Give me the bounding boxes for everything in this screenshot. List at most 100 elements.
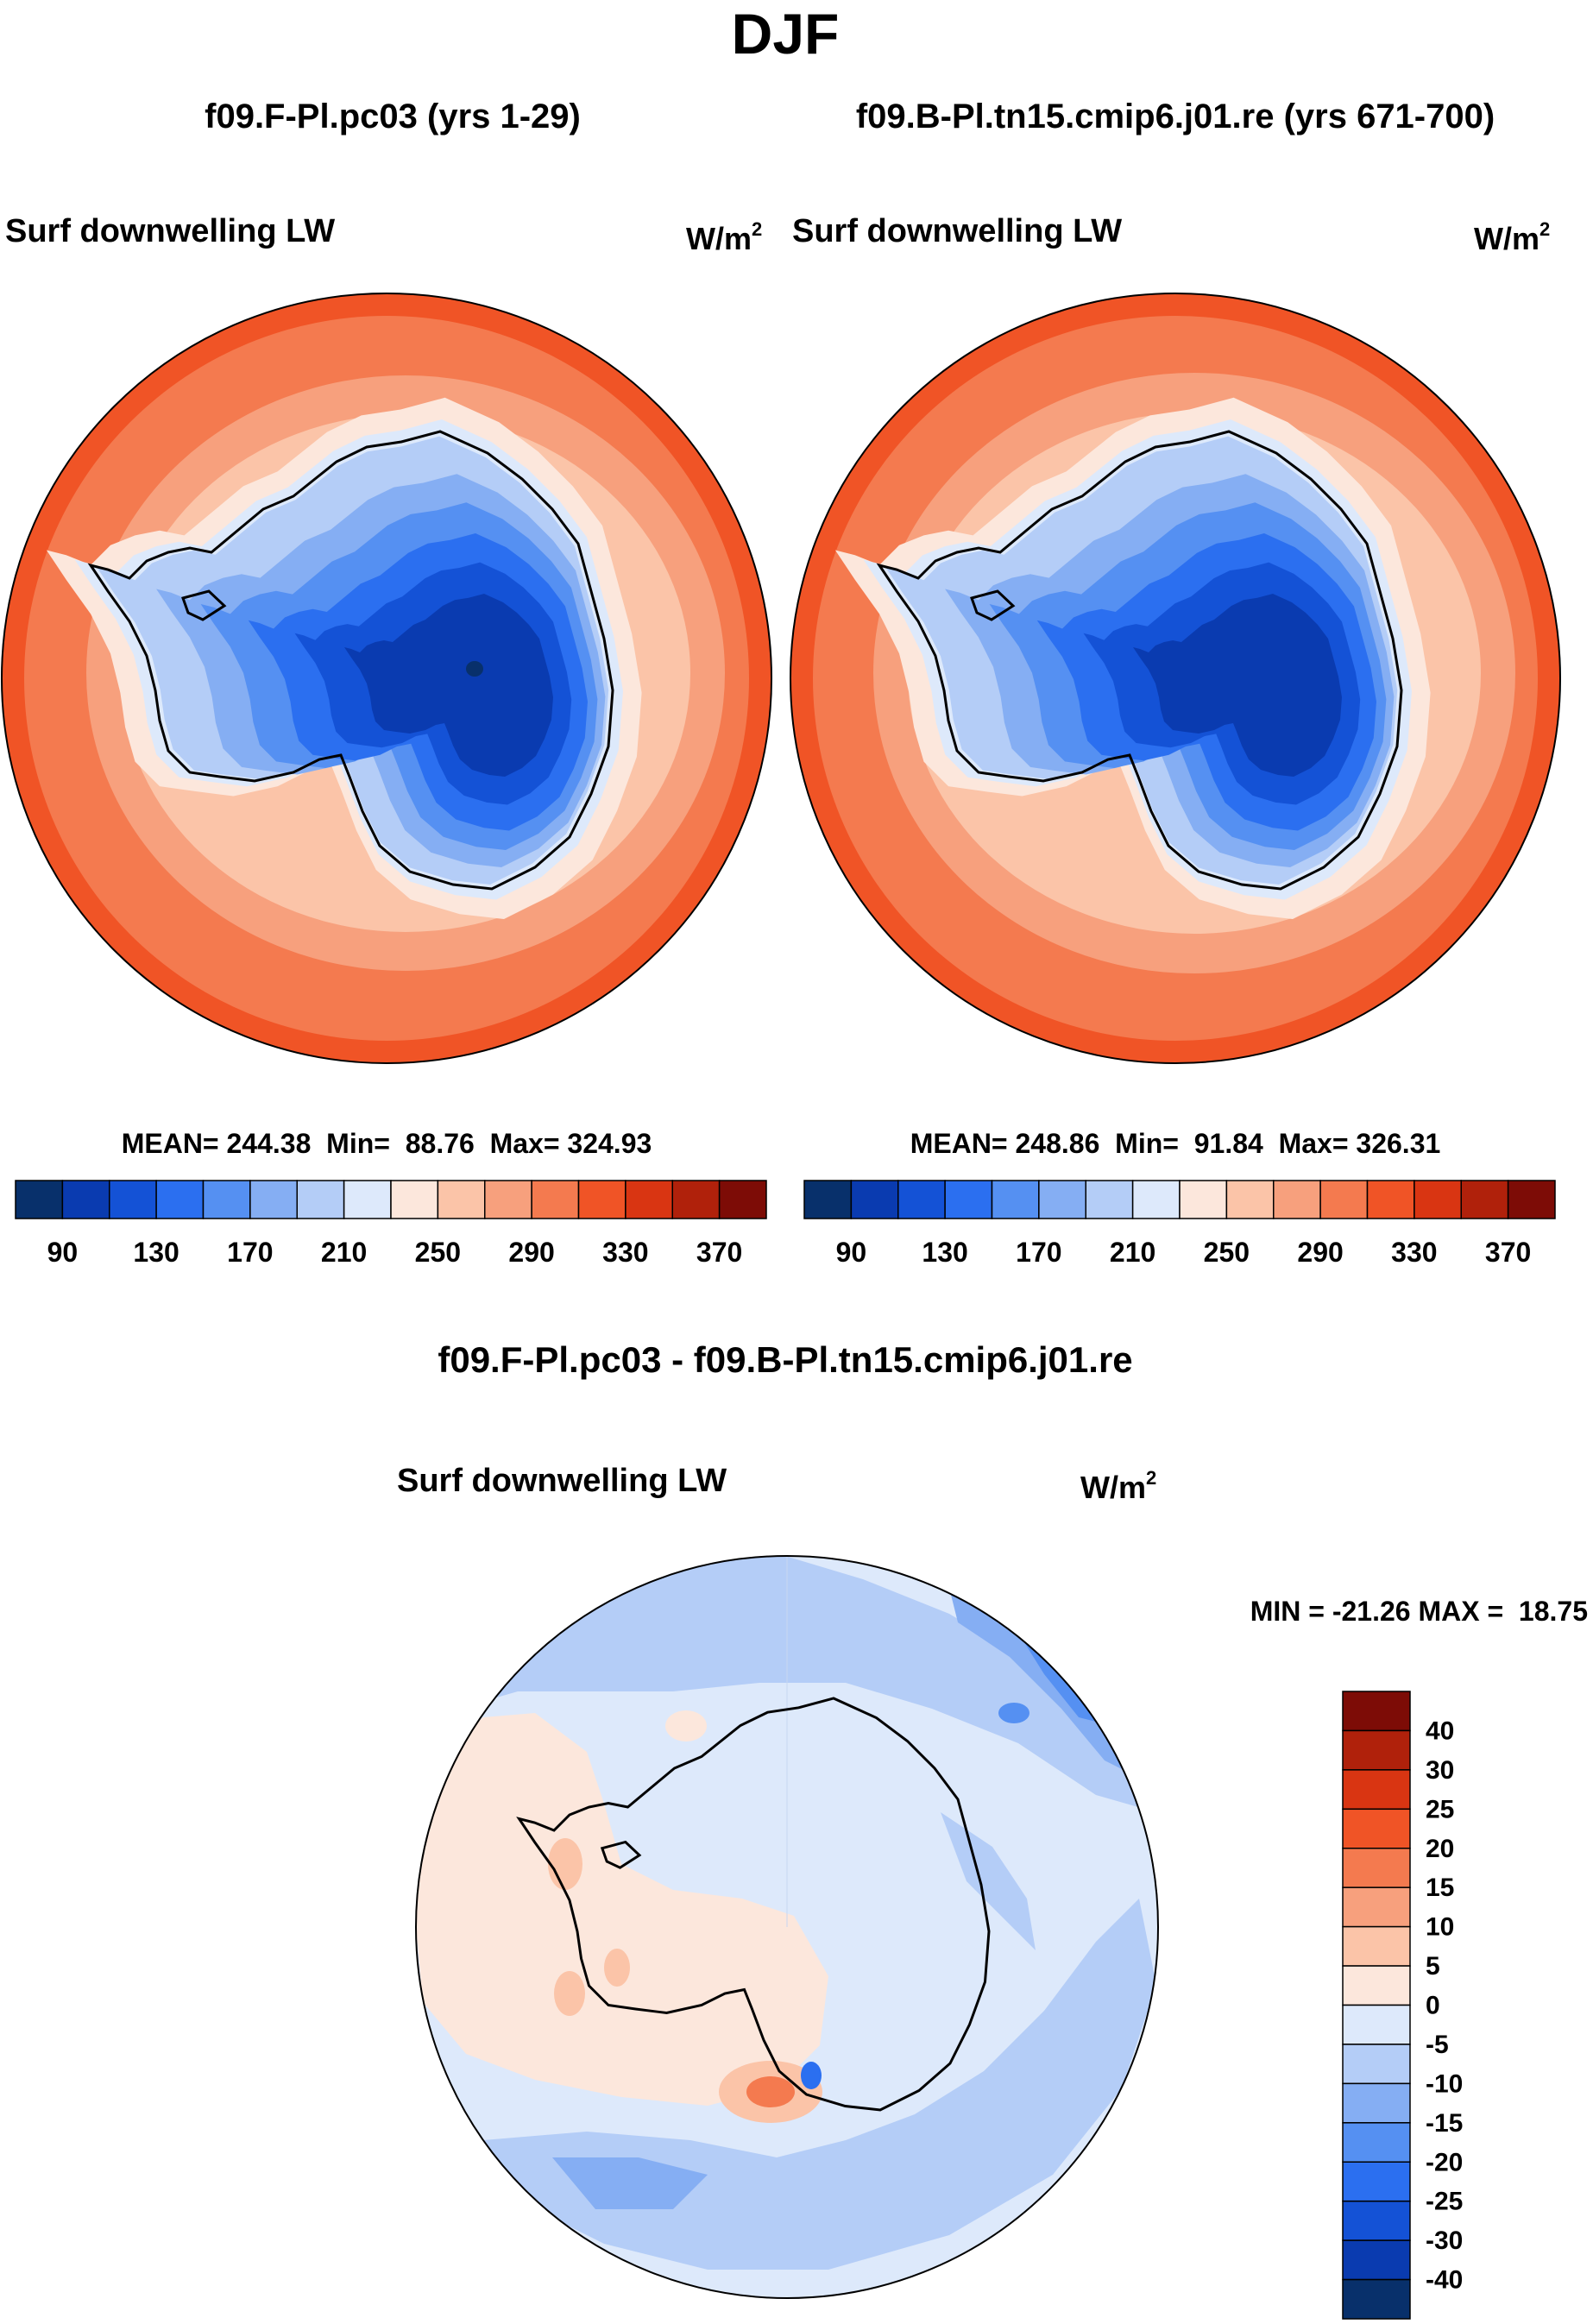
- colorbar-tick-label: -5: [1426, 2031, 1449, 2059]
- colorbar-swatch: [1507, 1180, 1556, 1219]
- colorbar-swatch: [1273, 1180, 1321, 1219]
- colorbar-tick-label: 370: [696, 1237, 742, 1268]
- colorbar-tick-label: 370: [1485, 1237, 1531, 1268]
- colorbar-tick-label: 10: [1426, 1913, 1454, 1942]
- colorbar-tick-label: 30: [1426, 1756, 1454, 1785]
- colorbar-swatch: [1342, 1691, 1411, 1732]
- panel-left: f09.F-Pl.pc03 (yrs 1-29) Surf downwellin…: [1, 98, 772, 1268]
- colorbar-swatch: [1342, 1925, 1411, 1967]
- difference-title: f09.F-Pl.pc03 - f09.B-Pl.tn15.cmip6.j01.…: [438, 1339, 1132, 1380]
- colorbar-swatch: [109, 1180, 157, 1219]
- colorbar-swatch: [1342, 2200, 1411, 2241]
- stats-diff: MIN = -21.26 MAX = 18.75: [1250, 1596, 1588, 1627]
- variable-label-diff: Surf downwelling LW: [397, 1463, 727, 1499]
- colorbar-swatch: [1342, 1808, 1411, 1849]
- colorbar-swatch: [1460, 1180, 1509, 1219]
- colorbar-tick-label: 130: [133, 1237, 179, 1268]
- colorbar-swatch: [531, 1180, 580, 1219]
- colorbar-tick-label: -10: [1426, 2069, 1463, 2098]
- stats-right: MEAN= 248.86 Min= 91.84 Max= 326.31: [910, 1128, 1441, 1159]
- colorbar-swatch: [1342, 2044, 1411, 2085]
- colorbar-swatch: [1342, 2278, 1411, 2320]
- colorbar-swatch: [1342, 1886, 1411, 1928]
- colorbar-tick-label: 90: [47, 1237, 79, 1268]
- panel-difference: f09.F-Pl.pc03 - f09.B-Pl.tn15.cmip6.j01.…: [397, 1339, 1588, 2320]
- colorbar-right: 90 130 170 210 250 290 330 370: [803, 1180, 1556, 1268]
- colorbar-swatch: [155, 1180, 205, 1219]
- colorbar-tick-label: 5: [1426, 1952, 1440, 1981]
- colorbar-tick-label: 170: [1016, 1237, 1061, 1268]
- colorbar-tick-label: 330: [602, 1237, 648, 1268]
- colorbar-swatch: [61, 1180, 110, 1219]
- colorbar-tick-label: -15: [1426, 2109, 1463, 2138]
- colorbar-swatch: [1342, 2082, 1411, 2124]
- colorbar-swatch: [1179, 1180, 1228, 1219]
- colorbar-tick-label: 290: [1297, 1237, 1343, 1268]
- colorbar-tick-label: 25: [1426, 1795, 1454, 1823]
- page-title: DJF: [732, 2, 840, 66]
- colorbar-swatch: [718, 1180, 767, 1219]
- colorbar-tick-label: -30: [1426, 2226, 1463, 2255]
- colorbar-tick-label: 290: [508, 1237, 554, 1268]
- case-title-left: f09.F-Pl.pc03 (yrs 1-29): [205, 98, 581, 135]
- colorbar-swatch: [850, 1180, 899, 1219]
- colorbar-swatch: [249, 1180, 298, 1219]
- colorbar-tick-label: 40: [1426, 1716, 1454, 1745]
- colorbar-tick-label: 130: [922, 1237, 967, 1268]
- colorbar-swatch: [202, 1180, 251, 1219]
- colorbar-tick-label: 330: [1391, 1237, 1437, 1268]
- colorbar-tick-label: 250: [415, 1237, 461, 1268]
- colorbar-swatch: [1319, 1180, 1369, 1219]
- colorbar-tick-label: -25: [1426, 2188, 1463, 2216]
- colorbar-swatch: [1342, 2239, 1411, 2281]
- polar-map-difference: [416, 1556, 1158, 2298]
- colorbar-swatch: [296, 1180, 345, 1219]
- colorbar-swatch: [803, 1180, 853, 1219]
- colorbar-difference: 40 30 25 20 15 10 5 0 -5 -10 -15 -20 -25 -30 -40: [1342, 1691, 1463, 2320]
- colorbar-swatch: [390, 1180, 439, 1219]
- colorbar-swatch: [437, 1180, 486, 1219]
- colorbar-tick-label: -40: [1426, 2266, 1463, 2295]
- polar-map-right: [790, 293, 1560, 1063]
- units-label-right: W/m2: [1474, 218, 1550, 256]
- colorbar-swatch: [625, 1180, 673, 1219]
- colorbar-tick-label: 210: [1110, 1237, 1155, 1268]
- panel-right: f09.B-Pl.tn15.cmip6.j01.re (yrs 671-700)…: [790, 98, 1561, 1268]
- colorbar-tick-label: 90: [836, 1237, 867, 1268]
- colorbar-tick-label: 170: [227, 1237, 273, 1268]
- colorbar-swatch: [343, 1180, 392, 1219]
- colorbar-tick-label: 15: [1426, 1874, 1454, 1902]
- colorbar-swatch: [1342, 2004, 1411, 2045]
- colorbar-swatch: [1342, 1965, 1411, 2006]
- colorbar-swatch: [671, 1180, 721, 1219]
- colorbar-swatch: [897, 1180, 946, 1219]
- colorbar-tick-label: 20: [1426, 1835, 1454, 1863]
- colorbar-left: 90 130 170 210 250 290 330 370: [15, 1180, 767, 1268]
- colorbar-swatch: [1342, 1848, 1411, 1888]
- case-title-right: f09.B-Pl.tn15.cmip6.j01.re (yrs 671-700): [856, 98, 1495, 135]
- colorbar-swatch: [1342, 2122, 1411, 2163]
- colorbar-swatch: [944, 1180, 993, 1219]
- colorbar-swatch: [1366, 1180, 1415, 1219]
- variable-label-right: Surf downwelling LW: [792, 213, 1122, 249]
- colorbar-swatch: [1414, 1180, 1462, 1219]
- colorbar-swatch: [1342, 1769, 1411, 1811]
- units-label-diff: W/m2: [1080, 1467, 1156, 1505]
- variable-label-left: Surf downwelling LW: [5, 213, 335, 249]
- colorbar-swatch: [484, 1180, 532, 1219]
- colorbar-swatch: [1085, 1180, 1134, 1219]
- units-label-left: W/m2: [686, 218, 762, 256]
- colorbar-tick-label: 250: [1204, 1237, 1250, 1268]
- colorbar-tick-label: 0: [1426, 1992, 1440, 2020]
- colorbar-swatch: [1342, 2161, 1411, 2202]
- polar-map-left: [2, 293, 771, 1063]
- colorbar-swatch: [1225, 1180, 1275, 1219]
- stats-left: MEAN= 244.38 Min= 88.76 Max= 324.93: [122, 1128, 652, 1159]
- colorbar-swatch: [1038, 1180, 1086, 1219]
- colorbar-swatch: [1131, 1180, 1181, 1219]
- colorbar-swatch: [577, 1180, 626, 1219]
- colorbar-swatch: [15, 1180, 64, 1219]
- colorbar-swatch: [991, 1180, 1040, 1219]
- colorbar-tick-label: 210: [321, 1237, 367, 1268]
